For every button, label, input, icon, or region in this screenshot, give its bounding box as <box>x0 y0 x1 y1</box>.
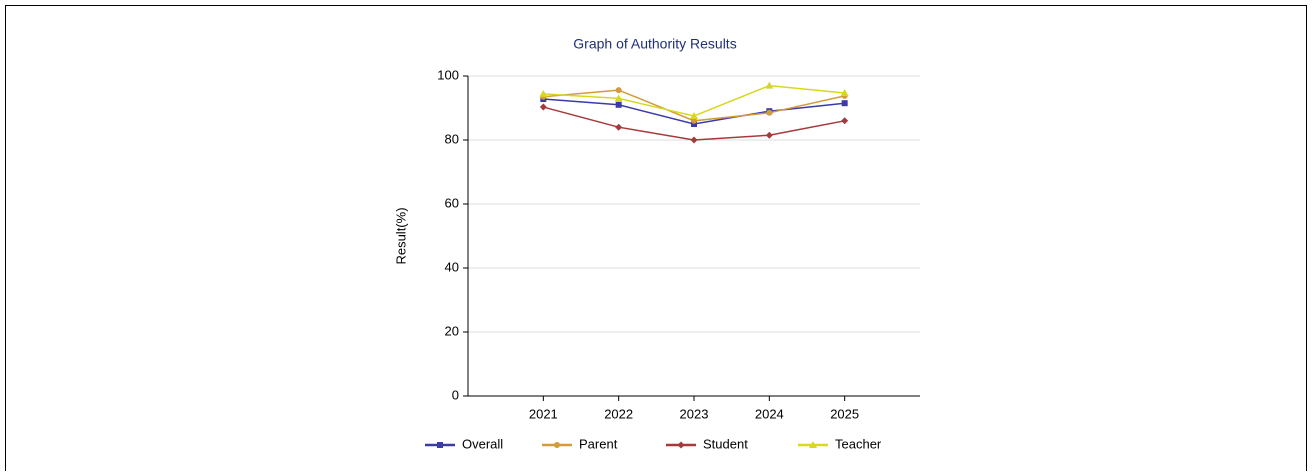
marker <box>841 117 849 125</box>
marker <box>539 89 548 97</box>
marker <box>691 121 697 127</box>
x-tick-label: 2023 <box>680 406 709 421</box>
marker <box>539 103 547 111</box>
marker <box>765 131 773 139</box>
x-tick-label: 2021 <box>529 406 558 421</box>
marker <box>615 123 623 131</box>
x-tick-label: 2022 <box>604 406 633 421</box>
marker <box>840 88 849 96</box>
marker <box>615 101 622 108</box>
y-tick-label: 20 <box>445 323 459 338</box>
marker <box>690 112 698 119</box>
y-tick-label: 40 <box>445 259 459 274</box>
legend-marker <box>554 442 560 448</box>
legend-label: Student <box>703 436 748 451</box>
legend-label: Parent <box>579 436 618 451</box>
y-tick-label: 60 <box>445 195 459 210</box>
marker <box>841 100 848 107</box>
marker <box>766 109 773 116</box>
x-tick-label: 2024 <box>755 406 784 421</box>
chart-title: Graph of Authority Results <box>573 36 736 52</box>
marker <box>765 81 774 89</box>
legend-label: Teacher <box>835 436 882 451</box>
y-tick-label: 80 <box>445 131 459 146</box>
y-tick-label: 100 <box>437 67 459 82</box>
marker <box>615 87 622 94</box>
marker <box>614 94 623 102</box>
y-tick-label: 0 <box>452 387 459 402</box>
legend-marker <box>809 441 817 448</box>
x-tick-label: 2025 <box>830 406 859 421</box>
marker <box>690 136 698 144</box>
series-line <box>543 84 845 117</box>
marker <box>691 117 697 124</box>
legend-label: Overall <box>462 436 503 451</box>
legend-marker <box>677 441 685 449</box>
legend-marker <box>437 442 443 448</box>
frame <box>5 5 1307 471</box>
y-axis-label: Result(%) <box>393 207 408 264</box>
